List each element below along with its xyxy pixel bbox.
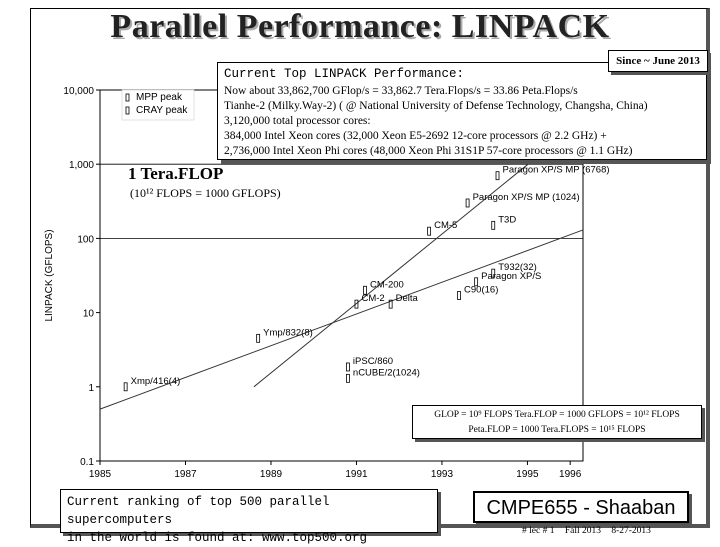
data-point-label: Paragon XP/S MP (6768) [503,165,610,176]
data-point [123,382,128,392]
data-point-label: CM-2 [361,293,384,304]
legend-label: MPP peak [136,92,183,103]
definition-line: Peta.FLOP = 1000 Tera.FLOPS = 10¹⁵ FLOPS [468,425,646,435]
data-point-label: CM-200 [370,279,404,290]
since-badge: Since ~ June 2013 [608,50,708,72]
info-line: Tianhe-2 (Milky.Way-2) ( @ National Univ… [224,100,648,112]
data-point-label: Paragon XP/S [481,271,541,282]
y-axis-label: LINPACK (GFLOPS) [44,229,55,321]
x-tick-label: 1987 [174,469,197,480]
data-point [346,362,350,372]
data-point-label: Ymp/832(8) [263,327,313,338]
data-point [363,285,367,295]
data-point-label: Xmp/416(4) [131,376,181,387]
data-point-label: T932(32) [498,262,537,273]
info-line: 2,736,000 Intel Xeon Phi cores (48,000 X… [224,145,633,157]
x-tick-label: 1989 [260,469,283,480]
data-point-label: Delta [396,293,419,304]
data-point [457,291,461,300]
x-tick-label: 1995 [516,469,539,480]
data-point-label: nCUBE/2(1024) [353,367,420,378]
data-point [427,226,432,236]
y-tick-label: 1 [88,383,94,394]
data-point-label: C90(16) [464,285,498,296]
x-tick-label: 1985 [89,469,112,480]
teraflop-label: 1 Tera.FLOP [128,164,224,183]
legend-box [121,89,195,121]
data-point [491,220,496,230]
x-tick-label: 1993 [431,469,454,480]
data-point [346,373,350,383]
trend-line [253,119,584,388]
info-line: Now about 33,862,700 GFlop/s = 33,862.7 … [224,85,578,97]
data-point-label: Paragon XP/S MP (1024) [473,192,580,203]
info-line: 384,000 Intel Xeon cores (32,000 Xeon E5… [224,130,607,142]
ranking-box: Current ranking of top 500 parallel supe… [60,489,438,545]
current-performance-box: Current Top LINPACK Performance: Now abo… [217,62,707,160]
teraflop-note: (10¹² FLOPS = 1000 GFLOPS) [130,186,281,200]
y-tick-label: 10 [83,309,95,320]
ranking-line: in the world is found at: www.top500.org [67,531,368,545]
lecture-number: # lec # 1 [522,526,555,536]
data-point [388,299,393,309]
slide-title: Parallel Performance: LINPACK [110,8,610,45]
legend-marker [125,93,130,102]
x-tick-label: 1991 [345,469,368,480]
slide-footer: # lec # 1 Fall 2013 8-27-2013 [522,526,659,536]
legend-label: CRAY peak [136,105,188,116]
semester: Fall 2013 [564,526,601,536]
y-tick-label: 10,000 [63,86,94,97]
data-point [256,333,261,343]
definition-line: GLOP = 10⁹ FLOPS Tera.FLOP = 1000 GFLOPS… [434,410,680,420]
current-performance-heading: Current Top LINPACK Performance: [224,67,465,81]
ranking-line: Current ranking of top 500 parallel supe… [67,495,330,527]
y-tick-label: 100 [77,234,94,245]
trend-line [99,229,584,410]
data-point [354,299,359,309]
data-point-label: iPSC/860 [353,356,393,367]
data-point-label: T3D [498,214,516,225]
course-title-box: CMPE655 - Shaaban [473,491,689,523]
x-tick-label: 1996 [559,469,582,480]
y-tick-label: 1,000 [69,160,94,171]
data-point [491,268,496,278]
date: 8-27-2013 [611,526,651,536]
y-tick-label: 0.1 [80,457,94,468]
data-point [495,171,500,181]
data-point-label: CM-5 [434,220,457,231]
flops-definitions-box: GLOP = 10⁹ FLOPS Tera.FLOP = 1000 GFLOPS… [412,405,702,439]
data-point [465,198,470,208]
info-line: 3,120,000 total processor cores: [224,115,371,127]
data-point [474,277,479,287]
legend-marker [125,106,130,115]
